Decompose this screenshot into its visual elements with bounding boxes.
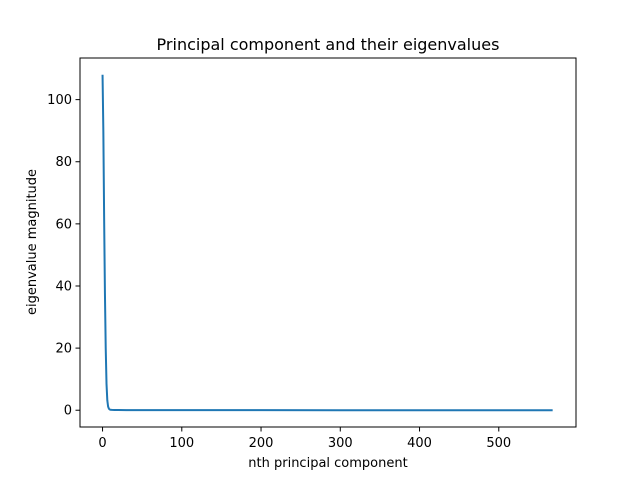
y-tick-label: 40 [55,279,72,294]
y-tick-label: 80 [55,155,72,170]
axes-frame [79,57,577,428]
x-tick-label: 200 [249,436,274,451]
y-tick-label: 0 [64,404,72,419]
x-tick-label: 500 [486,436,511,451]
x-tick-label: 0 [98,436,106,451]
x-axis-label: nth principal component [248,456,407,471]
y-axis-label: eigenvalue magnitude [25,169,40,315]
x-tick-label: 300 [328,436,353,451]
chart-title: Principal component and their eigenvalue… [157,35,500,54]
x-tick-label: 400 [407,436,432,451]
x-tick-label: 100 [169,436,194,451]
plot-area [101,74,553,412]
axes: 0 100 200 300 400 500 0 20 40 60 80 100 [47,57,577,451]
y-tick-label: 20 [55,342,72,357]
y-tick-label: 100 [47,93,72,108]
y-tick-label: 60 [55,217,72,232]
series-line-0 [101,74,553,412]
